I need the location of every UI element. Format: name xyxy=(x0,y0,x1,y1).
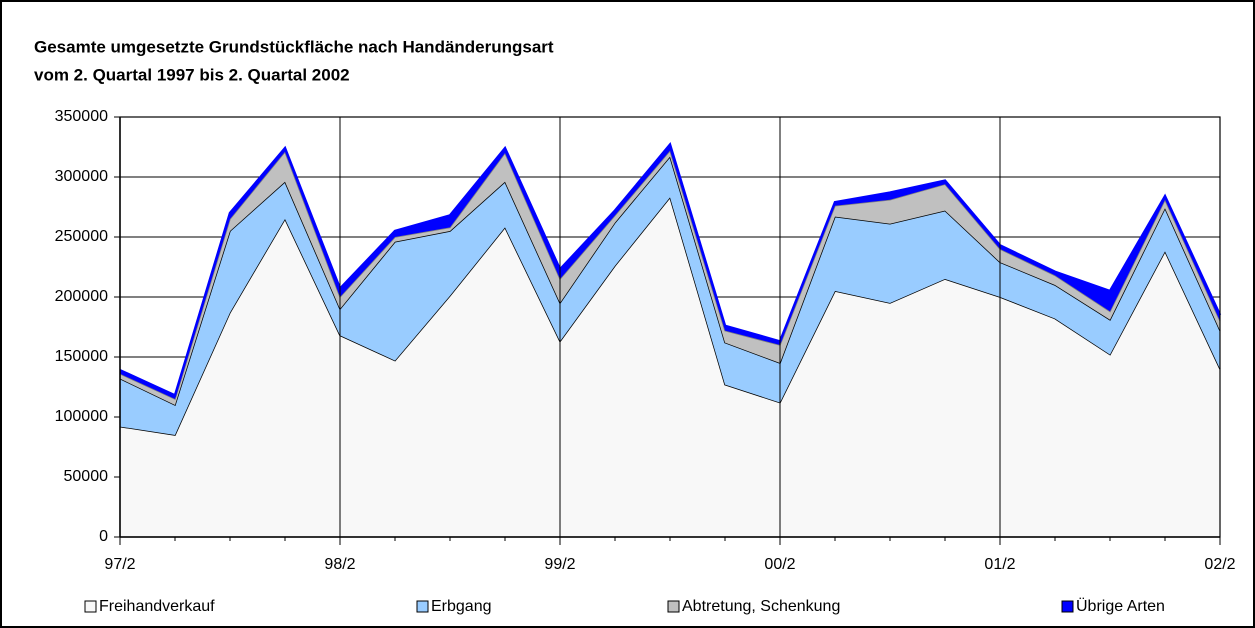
x-tick-label: 97/2 xyxy=(104,556,135,573)
y-tick-label: 0 xyxy=(99,528,108,545)
y-tick-label: 150000 xyxy=(55,348,108,365)
area-line xyxy=(119,142,1222,398)
legend-swatch xyxy=(667,600,680,613)
y-tick-label: 50000 xyxy=(64,468,109,485)
y-tick-label: 350000 xyxy=(55,108,108,125)
legend-swatch xyxy=(1061,600,1074,613)
legend-swatch xyxy=(84,600,97,613)
legend-label: Abtretung, Schenkung xyxy=(682,598,840,615)
y-tick-label: 200000 xyxy=(55,288,108,305)
area xyxy=(120,197,1220,537)
x-tick-label: 99/2 xyxy=(544,556,575,573)
legend-swatch xyxy=(416,600,429,613)
x-tick-label: 00/2 xyxy=(764,556,795,573)
legend-label: Freihandverkauf xyxy=(99,598,215,615)
y-tick-label: 300000 xyxy=(55,168,108,185)
chart-title: Gesamte umgesetzte Grundstückfläche nach… xyxy=(34,37,554,56)
x-tick-label: 01/2 xyxy=(984,556,1015,573)
area xyxy=(120,156,1220,435)
y-tick-label: 100000 xyxy=(55,408,108,425)
chart-subtitle: vom 2. Quartal 1997 bis 2. Quartal 2002 xyxy=(34,65,350,84)
x-tick-label: 98/2 xyxy=(324,556,355,573)
legend-label: Erbgang xyxy=(431,598,492,615)
y-tick-label: 250000 xyxy=(55,228,108,245)
legend-label: Übrige Arten xyxy=(1076,597,1165,615)
x-tick-label: 02/2 xyxy=(1204,556,1235,573)
